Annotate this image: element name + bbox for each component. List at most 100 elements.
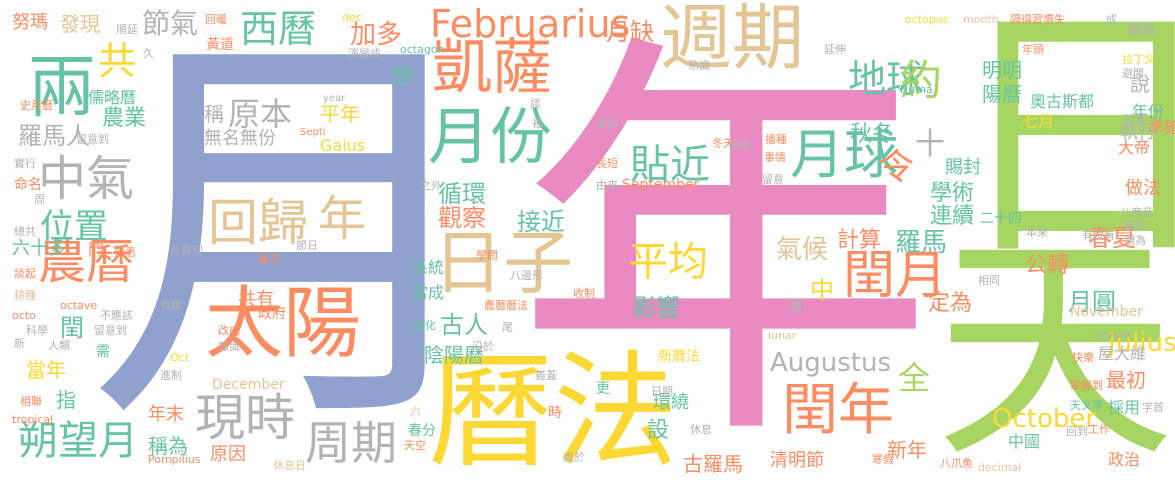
word: 不應該	[100, 309, 133, 322]
word: December	[212, 377, 285, 393]
word: 值得	[728, 139, 750, 152]
word: 學術	[930, 181, 975, 206]
word: 年末	[148, 404, 184, 425]
word: lunar	[768, 329, 797, 342]
word: 陰曆	[1124, 113, 1146, 126]
word: 古羅馬	[683, 452, 743, 476]
word: octave	[60, 299, 98, 312]
word: 年	[318, 191, 367, 247]
word: 七月	[1022, 112, 1055, 131]
word: 回暖	[205, 13, 227, 26]
word: month	[963, 13, 999, 26]
word: 氣候	[776, 235, 829, 265]
word: 整除	[1127, 23, 1155, 39]
word: Oct	[170, 351, 190, 364]
word: 西曆	[240, 7, 317, 51]
word: 回歸	[208, 194, 308, 252]
word: Numa	[900, 83, 933, 96]
word: 清明節	[770, 450, 824, 471]
word: 寒假	[872, 453, 894, 466]
word: 實行	[14, 157, 36, 170]
word: 字首	[1142, 401, 1164, 414]
word: 農曆曆法	[484, 299, 528, 312]
word: 掌握到	[1070, 379, 1103, 392]
word: 演變成	[348, 47, 381, 60]
word: 秋冬	[850, 122, 895, 147]
word: 中國	[1008, 432, 1041, 451]
word: 貼近	[630, 142, 710, 188]
word: 拉丁文	[1122, 53, 1155, 66]
word: 影響	[632, 294, 680, 322]
word: 節氣	[142, 7, 199, 40]
word: 凱薩	[432, 33, 552, 103]
word: 接近	[517, 208, 565, 236]
word: 尾	[502, 321, 513, 334]
word: 閏月	[843, 246, 948, 306]
word: 當年	[26, 358, 66, 382]
word: Februarius	[430, 2, 631, 46]
word: 本來	[1026, 226, 1048, 239]
word: 日子	[433, 222, 573, 304]
word: 令	[878, 147, 915, 188]
word: 隔得習慣失	[1010, 13, 1065, 26]
word: 月球	[790, 123, 898, 186]
word: 地球	[848, 57, 925, 101]
word: 奧古斯都	[1030, 92, 1095, 111]
word: 中氣	[38, 151, 135, 207]
word: 平均	[628, 239, 708, 285]
word: 連續	[930, 204, 975, 229]
word: 周	[34, 193, 45, 206]
word: 義蓋	[535, 369, 557, 382]
word: 位置	[40, 207, 108, 247]
word: 稱為	[148, 434, 188, 458]
word: 準確	[1148, 118, 1175, 137]
word: September	[622, 177, 700, 193]
word: 公轉	[1025, 253, 1070, 278]
word: 六十多	[12, 238, 66, 259]
word: 儒略曆	[88, 88, 137, 107]
word: 留意	[762, 173, 784, 186]
word: 最初	[1106, 368, 1146, 392]
word: 親為	[1124, 234, 1146, 247]
word: 計算	[837, 228, 882, 253]
word: 政府	[258, 306, 286, 322]
word: 最早	[1124, 220, 1146, 233]
word: 約	[900, 56, 943, 105]
word: Pompilius	[148, 453, 201, 466]
word: 兩	[28, 49, 97, 128]
word: 年份	[1132, 102, 1165, 121]
word: Augustus	[770, 348, 892, 378]
word: 想	[392, 64, 412, 88]
word: 熟識	[688, 59, 710, 72]
word: 循環	[438, 180, 486, 208]
word: 明明	[982, 58, 1022, 82]
word: 復始	[596, 117, 618, 130]
word: October	[992, 404, 1097, 434]
word: 月缺	[606, 18, 654, 46]
word: 說	[1130, 72, 1150, 96]
word: 成	[1106, 13, 1117, 26]
word: 需	[96, 344, 110, 360]
word: 採用	[1108, 398, 1141, 417]
word: 稱	[204, 102, 224, 126]
word: Septi	[300, 127, 326, 138]
word: octagon	[400, 43, 445, 56]
word: 執行	[1120, 122, 1156, 143]
word: 農曆	[38, 234, 135, 290]
word: 播種	[765, 133, 787, 146]
word: 節日	[296, 239, 318, 252]
word: 政治	[1108, 450, 1141, 469]
word: novem	[1093, 329, 1131, 342]
word: 閏	[60, 314, 84, 342]
word: 太陽	[205, 279, 362, 369]
word: 現時	[195, 389, 295, 447]
word: 新年	[887, 438, 927, 462]
word: 定為	[928, 291, 973, 316]
word: 無名無份	[204, 128, 276, 149]
word: 處於	[563, 451, 585, 464]
word: 進制	[160, 369, 182, 382]
word: Julius	[1108, 328, 1175, 358]
word: 科學	[26, 324, 48, 337]
word: 陽曆	[982, 82, 1022, 106]
word: 發現	[60, 12, 100, 36]
